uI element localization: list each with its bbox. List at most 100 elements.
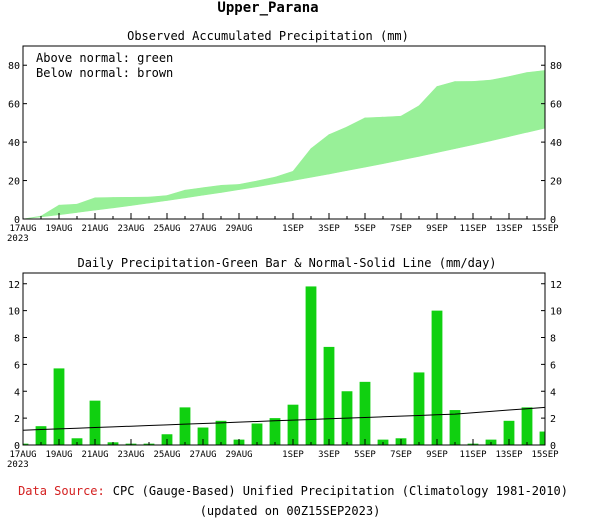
accumulated-ytick-label-right: 0: [550, 215, 556, 226]
daily-ytick-label-right: 6: [550, 360, 556, 371]
daily-xtick-label: 23AUG: [117, 450, 144, 460]
above-normal-area: [526, 70, 546, 133]
above-normal-area: [454, 81, 474, 150]
daily-bar: [269, 418, 281, 445]
accumulated-ytick-label-right: 20: [550, 177, 562, 188]
accumulated-xtick-label: 3SEP: [318, 224, 340, 234]
above-normal-area: [490, 76, 510, 142]
above-normal-area: [238, 180, 258, 190]
daily-plot: [22, 286, 546, 445]
daily-ytick-label-left: 6: [14, 360, 20, 371]
daily-xtick-label: 15SEP: [531, 450, 559, 460]
above-normal-area: [292, 147, 312, 181]
accumulated-xtick-label: 19AUG: [45, 224, 72, 234]
daily-bar: [215, 420, 227, 445]
accumulated-ytick-label-right: 40: [550, 138, 562, 149]
daily-bar: [287, 404, 299, 445]
daily-ytick-label-left: 0: [14, 441, 20, 452]
legend-above: Above normal: green: [36, 51, 173, 65]
above-normal-area: [472, 79, 492, 146]
accumulated-plot-frame: [22, 45, 546, 220]
normal-line: [22, 406, 546, 431]
accumulated-ytick-label-left: 80: [8, 61, 20, 72]
accumulated-xtick-label: 9SEP: [426, 224, 448, 234]
daily-bar: [35, 426, 47, 445]
footer-source-label: Data Source:: [18, 484, 105, 498]
daily-bar: [413, 372, 425, 445]
above-normal-area: [130, 196, 150, 206]
daily-ytick-label-right: 4: [550, 387, 556, 398]
daily-bar: [359, 381, 371, 445]
above-normal-area: [184, 187, 204, 199]
above-normal-area: [58, 203, 78, 216]
daily-ytick-label-right: 0: [550, 441, 556, 452]
daily-bar: [431, 310, 443, 445]
footer-updated: (updated on 00Z15SEP2023): [200, 504, 381, 518]
accumulated-ytick-label-left: 60: [8, 100, 20, 111]
accumulated-xtick-label: 5SEP: [354, 224, 376, 234]
above-normal-area: [40, 204, 60, 218]
daily-bar: [53, 368, 65, 445]
daily-ytick-label-left: 4: [14, 387, 20, 398]
legend-below: Below normal: brown: [36, 66, 173, 80]
accumulated-ytick-label-left: 40: [8, 138, 20, 149]
daily-bar: [89, 400, 101, 445]
above-normal-area: [328, 126, 348, 175]
above-normal-area: [274, 170, 294, 184]
daily-ytick-label-right: 12: [550, 280, 562, 291]
daily-year-label: 2023: [7, 460, 29, 470]
accumulated-axes: 0 0 20 20 40 40 60 60 80 80 17AUG 19AUG 21AUG 23AUG 25…: [7, 61, 562, 244]
daily-ytick-label-left: 12: [8, 280, 20, 291]
accumulated-xtick-label: 27AUG: [189, 224, 216, 234]
above-normal-area: [346, 117, 366, 171]
accumulated-xtick-label: 11SEP: [459, 224, 487, 234]
accumulated-year-label: 2023: [7, 234, 29, 244]
daily-chart-title: Daily Precipitation-Green Bar & Normal-S…: [77, 256, 496, 270]
daily-bar: [305, 286, 317, 445]
daily-xtick-label: 9SEP: [426, 450, 448, 460]
daily-bar: [521, 407, 533, 445]
above-normal-area: [220, 184, 240, 193]
accumulated-xtick-label: 25AUG: [153, 224, 180, 234]
above-normal-area: [166, 189, 186, 201]
daily-bar: [449, 410, 461, 445]
daily-ytick-label-left: 8: [14, 334, 20, 345]
above-normal-area: [364, 116, 384, 168]
daily-ytick-label-left: 10: [8, 307, 20, 318]
daily-axes: 0 0 2 2 4 4 6 6 8 8 10 10 12 12 17AUG 19AUG 21AUG 23AUG 25…: [7, 280, 562, 470]
daily-bar: [179, 407, 191, 445]
daily-plot-frame: [22, 272, 546, 446]
accumulated-xtick-label: 13SEP: [495, 224, 523, 234]
daily-bar: [197, 427, 209, 445]
daily-xtick-label: 5SEP: [354, 450, 376, 460]
accumulated-xtick-label: 29AUG: [225, 224, 252, 234]
daily-bar: [539, 431, 545, 445]
above-normal-area: [382, 115, 402, 165]
accumulated-ytick-label-left: 0: [14, 215, 20, 226]
accumulated-ytick-label-right: 60: [550, 100, 562, 111]
accumulated-chart-title: Observed Accumulated Precipitation (mm): [127, 29, 409, 43]
daily-bar: [71, 438, 83, 445]
accumulated-xtick-label: 7SEP: [390, 224, 412, 234]
daily-xtick-label: 3SEP: [318, 450, 340, 460]
daily-ytick-label-right: 10: [550, 307, 562, 318]
footer-source: Data Source: CPC (Gauge-Based) Unified Pr…: [18, 484, 568, 498]
accumulated-xtick-label: 15SEP: [531, 224, 559, 234]
above-normal-area: [436, 81, 456, 153]
daily-ytick-label-right: 8: [550, 334, 556, 345]
daily-xtick-label: 19AUG: [45, 450, 72, 460]
accumulated-xtick-label: 1SEP: [282, 224, 304, 234]
above-normal-area: [94, 197, 114, 211]
daily-ytick-label-left: 2: [14, 414, 20, 425]
above-normal-area: [400, 105, 420, 161]
daily-bar: [503, 420, 515, 445]
daily-xtick-label: 17AUG: [9, 450, 36, 460]
above-normal-area: [76, 197, 96, 213]
footer-source-text: CPC (Gauge-Based) Unified Precipitation …: [113, 484, 568, 498]
daily-xtick-label: 11SEP: [459, 450, 487, 460]
daily-chart: Daily Precipitation-Green Bar & Normal-S…: [7, 256, 562, 470]
daily-bar: [323, 346, 335, 445]
accumulated-ytick-label-right: 80: [550, 61, 562, 72]
daily-xtick-label: 25AUG: [153, 450, 180, 460]
